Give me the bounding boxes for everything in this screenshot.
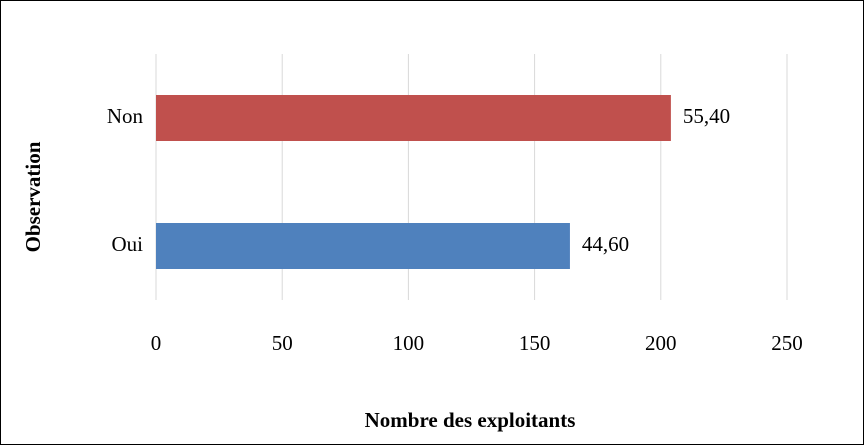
x-tick-label: 200 [645,331,677,355]
x-tick-label: 100 [393,331,425,355]
x-axis-title: Nombre des exploitants [365,408,576,432]
x-tick-label: 0 [151,331,162,355]
bar [156,95,671,141]
x-tick-label: 50 [272,331,293,355]
x-tick-label: 150 [519,331,551,355]
y-axis-title: Observation [21,141,45,252]
bar [156,223,570,269]
y-tick-label: Oui [112,232,144,256]
data-label: 55,40 [683,104,730,128]
y-tick-label: Non [107,104,144,128]
x-tick-label: 250 [771,331,803,355]
data-label: 44,60 [582,232,629,256]
